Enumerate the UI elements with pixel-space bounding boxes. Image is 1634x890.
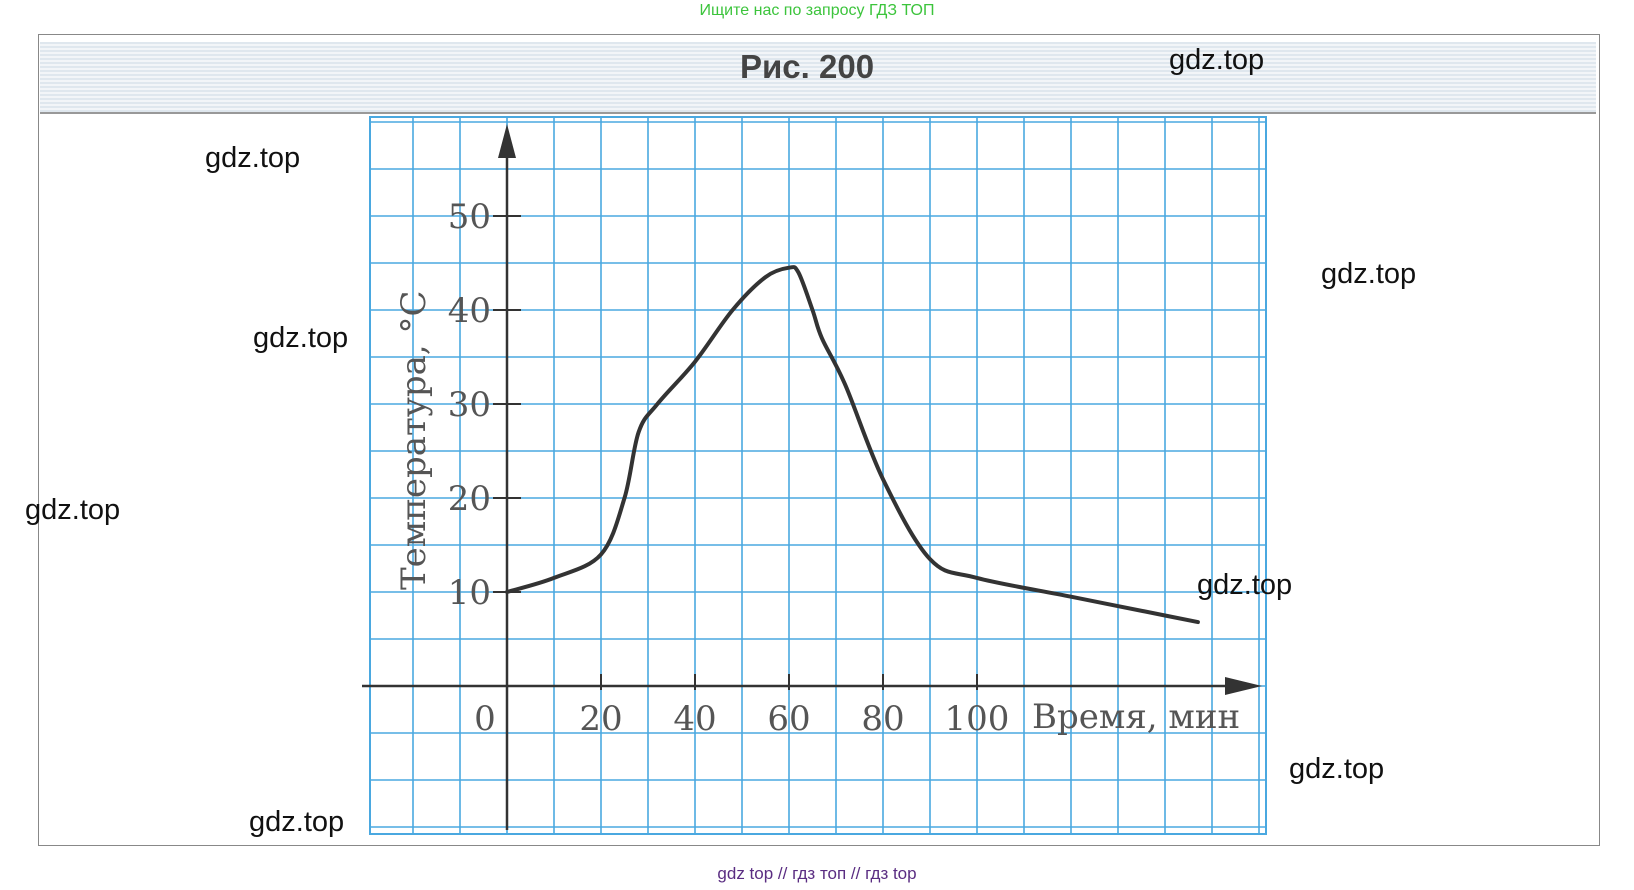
axes <box>362 124 1262 830</box>
watermark: gdz.top <box>1289 753 1385 785</box>
x-tick-label: 60 <box>767 699 810 739</box>
temperature-curve <box>505 264 1200 625</box>
grid <box>369 116 1267 835</box>
grid-border <box>369 116 1267 835</box>
watermark: gdz.top <box>249 806 345 838</box>
x-tick-label: 100 <box>945 699 1010 739</box>
x-tick-label: 20 <box>579 699 622 739</box>
watermark: gdz.top <box>253 322 349 354</box>
y-tick-label: 20 <box>448 479 491 519</box>
y-tick-label: 30 <box>448 385 491 425</box>
figure-frame <box>38 34 1600 846</box>
x-tick-label: 40 <box>673 699 716 739</box>
y-tick-label: 40 <box>448 291 491 331</box>
ticks: 0 20 40 60 80 100 10 20 30 40 50 <box>448 197 1010 739</box>
figure-title: Рис. 200 <box>740 48 875 85</box>
x-tick-label: 0 <box>474 699 496 739</box>
footer-links: gdz top // гдз топ // гдз top <box>717 864 917 883</box>
y-axis-title: Температура, °C <box>394 290 434 590</box>
y-tick-label: 10 <box>448 573 491 613</box>
search-hint: Ищите нас по запросу ГДЗ ТОП <box>699 2 935 19</box>
figure-header-band <box>40 42 1596 114</box>
watermark: gdz.top <box>1321 258 1417 290</box>
y-tick-label: 50 <box>448 197 491 237</box>
x-tick-label: 80 <box>861 699 904 739</box>
watermark: gdz.top <box>1169 44 1265 76</box>
y-axis-arrow <box>498 124 516 158</box>
watermark: gdz.top <box>25 494 121 526</box>
watermark: gdz.top <box>1197 569 1293 601</box>
x-axis-arrow <box>1225 677 1262 695</box>
watermark: gdz.top <box>205 142 301 174</box>
x-axis-title: Время, мин <box>1032 697 1240 737</box>
